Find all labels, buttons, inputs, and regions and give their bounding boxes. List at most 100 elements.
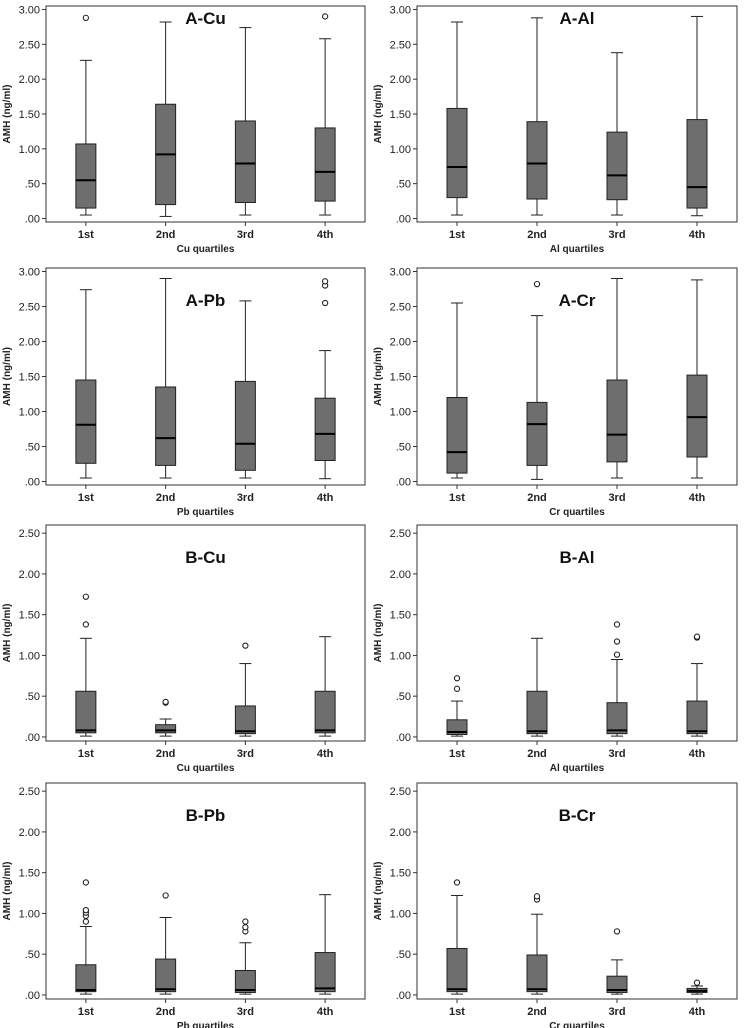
y-tick-label: 2.50 xyxy=(19,528,40,540)
y-tick-label: .50 xyxy=(25,691,40,703)
y-tick-label: .50 xyxy=(25,949,40,961)
y-tick-label: .00 xyxy=(396,990,411,1002)
y-tick-label: 2.00 xyxy=(390,827,411,839)
box-1st xyxy=(75,289,97,479)
outlier-point xyxy=(321,299,329,307)
outlier-point xyxy=(453,675,461,682)
box-4th xyxy=(314,13,336,216)
x-tick-label: 1st xyxy=(78,229,94,241)
box-3rd xyxy=(234,300,256,479)
y-tick-label: 1.00 xyxy=(390,144,411,156)
iqr-box xyxy=(446,719,468,735)
iqr-box xyxy=(234,120,256,203)
x-tick-label: 3rd xyxy=(237,229,254,241)
iqr-box xyxy=(234,380,256,471)
outlier-point xyxy=(693,633,701,640)
x-tick-label: 3rd xyxy=(608,748,625,760)
box-1st xyxy=(446,879,468,995)
outlier-point xyxy=(242,924,249,931)
iqr-box xyxy=(446,107,468,199)
box-1st xyxy=(446,21,468,216)
outlier-point xyxy=(533,280,541,288)
y-tick-label: 1.00 xyxy=(390,407,411,419)
y-tick-label: 2.00 xyxy=(390,337,411,349)
y-tick-label: 2.50 xyxy=(390,39,411,51)
y-axis-label: AMH (ng/ml) xyxy=(373,347,384,406)
y-axis-label: AMH (ng/ml) xyxy=(2,604,13,663)
y-tick-label: 3.00 xyxy=(19,4,40,16)
x-tick-label: 1st xyxy=(449,229,465,241)
iqr-box xyxy=(75,964,97,993)
y-tick-label: .00 xyxy=(25,477,40,489)
y-tick-label: 2.50 xyxy=(390,786,411,798)
outlier-point xyxy=(82,621,90,628)
x-tick-label: 4th xyxy=(689,748,706,760)
x-tick-label: 1st xyxy=(78,748,94,760)
x-tick-label: 3rd xyxy=(608,492,625,504)
panel-title: A-Cr xyxy=(559,291,596,310)
box-1st xyxy=(446,302,468,479)
y-tick-label: 2.50 xyxy=(19,786,40,798)
panel-b-al: .00 .50 1.00 1.50 2.00 2.50 AMH (ng/ml) B-Al 1st… xyxy=(373,524,738,774)
x-tick-label: 4th xyxy=(689,229,706,241)
y-axis-label: AMH (ng/ml) xyxy=(373,604,384,663)
y-tick-label: 2.50 xyxy=(390,302,411,314)
y-axis-label: AMH (ng/ml) xyxy=(2,347,13,406)
x-tick-label: 2nd xyxy=(527,1006,547,1018)
y-tick-label: 1.50 xyxy=(390,372,411,384)
y-tick-label: .00 xyxy=(25,214,40,226)
panel-b-cr: .00 .50 1.00 1.50 2.00 2.50 AMH (ng/ml) B-Cr 1st… xyxy=(373,782,738,1028)
panel-title: A-Al xyxy=(560,9,595,28)
iqr-box xyxy=(155,958,177,993)
outlier-point xyxy=(613,928,621,935)
panel-title: A-Cu xyxy=(185,9,226,28)
x-tick-label: 1st xyxy=(78,492,94,504)
outlier-point xyxy=(162,698,169,706)
box-4th xyxy=(314,278,336,480)
x-tick-label: 1st xyxy=(449,492,465,504)
panel-title: B-Pb xyxy=(186,806,226,825)
outlier-point xyxy=(82,918,90,925)
y-tick-label: 2.00 xyxy=(19,569,40,581)
x-tick-label: 3rd xyxy=(237,492,254,504)
box-3rd xyxy=(606,928,628,995)
x-tick-label: 2nd xyxy=(527,748,547,760)
y-tick-label: 1.50 xyxy=(390,109,411,121)
panel-a-cu: .00 .50 1.00 1.50 2.00 2.50 3.00 AMH (ng/ml) A-C… xyxy=(2,4,366,255)
box-2nd xyxy=(155,892,177,995)
iqr-box xyxy=(75,690,97,734)
iqr-box xyxy=(686,119,708,209)
x-tick-label: 2nd xyxy=(527,229,547,241)
y-tick-label: 2.00 xyxy=(19,337,40,349)
y-tick-label: .50 xyxy=(396,949,411,961)
x-axis-label: Al quartiles xyxy=(550,244,605,255)
y-tick-label: 1.00 xyxy=(19,650,40,662)
y-tick-label: 1.50 xyxy=(390,868,411,880)
box-2nd xyxy=(526,893,548,995)
y-tick-label: 2.00 xyxy=(390,74,411,86)
box-3rd xyxy=(234,27,256,216)
y-tick-label: 1.00 xyxy=(390,650,411,662)
y-tick-label: .50 xyxy=(25,179,40,191)
x-axis-label: Cu quartiles xyxy=(177,244,235,255)
y-tick-label: 2.00 xyxy=(19,827,40,839)
box-2nd xyxy=(155,21,177,217)
y-axis-label: AMH (ng/ml) xyxy=(2,85,13,144)
x-tick-label: 2nd xyxy=(156,229,176,241)
y-tick-label: 1.50 xyxy=(19,109,40,121)
y-axis-label: AMH (ng/ml) xyxy=(373,862,384,921)
y-tick-label: 1.00 xyxy=(390,908,411,920)
box-4th xyxy=(314,894,336,995)
outlier-point xyxy=(242,642,249,649)
box-2nd xyxy=(155,278,177,479)
y-tick-label: 2.50 xyxy=(19,302,40,314)
box-2nd xyxy=(526,280,548,480)
x-tick-label: 2nd xyxy=(156,1006,176,1018)
panel-a-al: .00 .50 1.00 1.50 2.00 2.50 3.00 AMH (ng/ml) A-A… xyxy=(373,4,738,255)
iqr-box xyxy=(526,121,548,200)
box-1st xyxy=(75,14,97,216)
y-tick-label: 1.50 xyxy=(19,372,40,384)
x-tick-label: 1st xyxy=(78,1006,94,1018)
iqr-box xyxy=(155,724,177,734)
